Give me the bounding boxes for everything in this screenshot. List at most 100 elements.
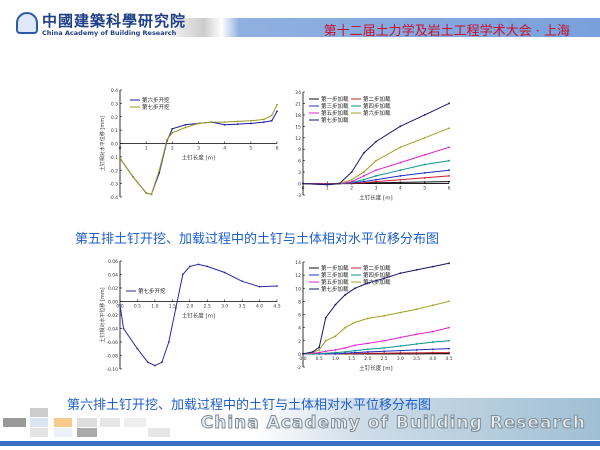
x-tick-label: 1.0 [151,304,158,310]
x-tick-label: 0 [119,146,122,152]
data-point [399,336,402,339]
x-tick-label: 4 [223,146,226,152]
data-point [147,361,149,364]
data-point [448,146,450,149]
footer-band [255,398,600,440]
x-tick-label: 1 [145,146,148,152]
data-point [375,140,377,143]
deco-square [77,428,97,437]
data-point [153,364,156,367]
data-point [324,339,327,342]
legend-label: 第四步加载 [363,271,391,279]
legend-label: 第五步加载 [321,109,349,117]
data-point [362,152,365,154]
data-point [276,110,278,113]
data-point [448,127,450,130]
legend-label: 第五步加载 [321,278,349,286]
y-tick-label: 0.06 [108,259,118,265]
data-point [166,138,168,141]
y-tick-label: 8 [298,299,301,305]
legend-label: 第二步加载 [363,95,391,103]
data-point [263,118,265,121]
data-point [423,176,426,179]
data-point [119,303,121,306]
data-point [399,272,402,275]
header-band [160,18,600,37]
data-point [249,122,252,125]
y-tick-label: 12 [295,273,301,279]
y-tick-label: 0.4 [111,88,118,94]
data-point [415,351,418,354]
y-tick-label: -2 [297,365,302,371]
y-tick-label: -0.1 [109,155,118,161]
data-point [423,136,426,139]
caption-row5: 第五排土钉开挖、加载过程中的土钉与土体相对水平位移分布图 [75,232,440,247]
data-point [383,277,386,280]
data-point [423,163,426,166]
data-point [210,121,213,123]
legend-label: 第七步开挖 [138,287,166,295]
data-point [354,344,356,347]
x-tick-label: 4.5 [273,304,280,310]
data-point [206,265,209,268]
x-tick-label: 3 [375,186,378,192]
x-tick-label: 2.0 [186,304,193,310]
data-point [415,333,418,336]
deco-square [77,418,97,427]
legend-label: 第三步加载 [321,102,349,110]
x-tick-label: 1.0 [332,356,339,362]
y-tick-label: -0.02 [106,313,118,319]
data-point [448,262,450,265]
chart-row5-excavation: -0.4 -0.3 -0.2 -0.1 0.0 0.1 0.2 0.3 0.4 0 1 2 3 4 5 6 土钉… [99,88,279,201]
y-tick-label: 9 [298,147,301,153]
y-tick-label: 0.04 [108,273,118,279]
data-point [150,193,153,196]
data-point [431,304,434,307]
data-point [302,182,304,185]
data-point [423,113,426,116]
data-point [223,121,226,123]
data-point [276,103,278,106]
x-tick-label: 5 [423,186,426,192]
data-point [399,311,402,314]
data-point [236,123,239,126]
x-axis-label: 土钉长度 [m] [182,154,215,162]
data-point [383,350,386,353]
slide-header: 中國建築科學研究院 China Academy of Building Rese… [0,0,600,40]
data-point [383,347,386,349]
x-axis-label: 土钉长度 [m] [359,194,392,202]
x-tick-label: 4.0 [256,304,263,310]
data-point [344,326,347,329]
y-axis-label: 土钉相对水平位移 [mm] [288,287,289,342]
data-point [354,351,356,354]
x-tick-label: 3.0 [397,356,404,362]
data-point [366,351,369,353]
deco-square [100,418,120,427]
x-tick-label: 4 [399,186,402,192]
data-point [448,300,450,303]
data-point [383,339,386,342]
y-tick-label: 6 [298,159,301,165]
data-point [362,171,365,174]
data-point [334,349,337,351]
data-point [302,352,304,355]
data-point [383,314,386,317]
series-line [119,263,278,367]
data-point [375,180,377,183]
data-point [184,123,187,126]
data-point [366,348,369,351]
chart-row6-loading: -2 0 2 4 6 8 10 12 14 0.0 0.5 1.0 1.5 2.0 2.5 3.0 3.5 4.0… [288,260,453,372]
data-point [431,351,434,354]
x-tick-label: 0.5 [316,356,323,362]
x-tick-label: 6 [276,146,279,152]
y-axis-label: 土钉相对水平位移 [mm] [288,116,289,171]
x-tick-label: 4.5 [445,356,452,362]
y-tick-label: 0.0 [111,142,118,148]
data-point [236,120,239,123]
y-tick-label: 0.1 [111,128,118,134]
data-point [188,265,191,268]
data-point [399,349,402,352]
data-point [171,127,174,130]
data-point [362,180,365,183]
data-point [318,349,321,351]
